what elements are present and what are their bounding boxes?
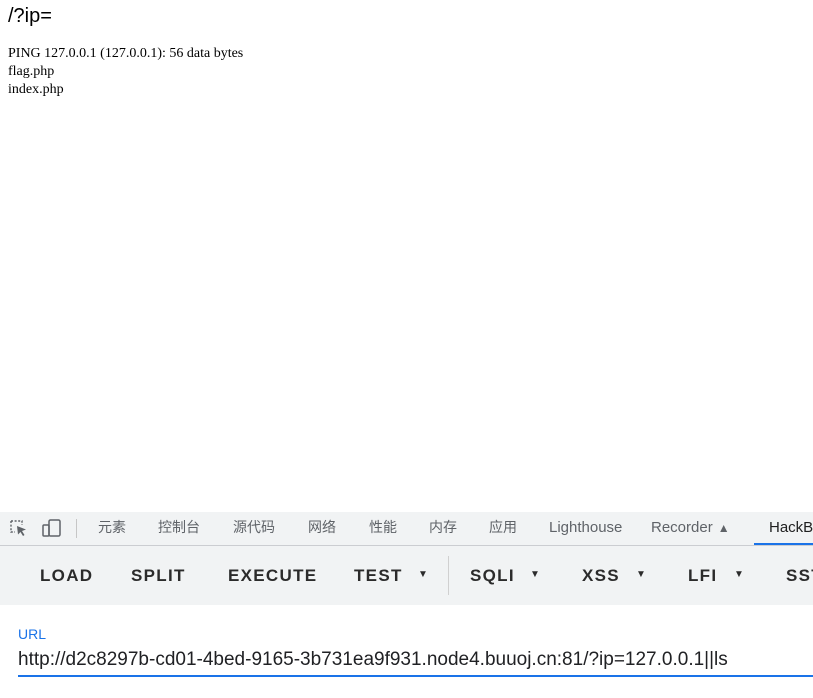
- hackbar-toolbar: LOAD SPLIT EXECUTE TEST ▼ SQLI ▼ XSS ▼ L…: [0, 546, 813, 605]
- ping-output: PING 127.0.0.1 (127.0.0.1): 56 data byte…: [8, 45, 243, 99]
- toolbar-divider: [448, 556, 449, 595]
- toolbar-divider: [76, 519, 77, 538]
- tab-recorder-label: Recorder: [651, 519, 713, 536]
- execute-button[interactable]: EXECUTE: [228, 566, 318, 585]
- url-area: URL: [0, 605, 813, 698]
- tab-network[interactable]: 网络: [308, 520, 336, 536]
- tab-recorder[interactable]: Recorder ▲: [651, 512, 730, 545]
- devtools-tab-bar: 元素 控制台 源代码 网络 性能 内存 应用 Lighthouse Record…: [0, 512, 813, 546]
- load-button[interactable]: LOAD: [40, 566, 94, 585]
- tab-sources[interactable]: 源代码: [233, 520, 275, 536]
- test-button[interactable]: TEST: [354, 566, 403, 585]
- tab-performance[interactable]: 性能: [369, 520, 397, 536]
- test-dropdown-caret-icon[interactable]: ▼: [418, 569, 428, 580]
- url-label: URL: [18, 626, 47, 642]
- xss-dropdown-caret-icon[interactable]: ▼: [636, 569, 646, 580]
- tab-application[interactable]: 应用: [489, 520, 517, 536]
- inspect-element-icon[interactable]: [9, 519, 29, 537]
- ssti-button[interactable]: SSTI: [786, 566, 813, 585]
- tab-lighthouse[interactable]: Lighthouse: [549, 519, 623, 536]
- lfi-button[interactable]: LFI: [688, 566, 718, 585]
- output-line: PING 127.0.0.1 (127.0.0.1): 56 data byte…: [8, 46, 244, 61]
- sqli-button[interactable]: SQLI: [470, 566, 515, 585]
- tab-console[interactable]: 控制台: [158, 520, 200, 536]
- output-line: index.php: [8, 82, 64, 97]
- tab-hackbar[interactable]: HackBar: [754, 512, 813, 545]
- page-content: /?ip= PING 127.0.0.1 (127.0.0.1): 56 dat…: [8, 5, 243, 99]
- page-title: /?ip=: [8, 5, 52, 27]
- lfi-dropdown-caret-icon[interactable]: ▼: [734, 569, 744, 580]
- device-toolbar-icon[interactable]: [42, 519, 62, 537]
- url-input[interactable]: [18, 645, 813, 677]
- sqli-dropdown-caret-icon[interactable]: ▼: [530, 569, 540, 580]
- output-line: flag.php: [8, 64, 55, 79]
- split-button[interactable]: SPLIT: [131, 566, 186, 585]
- flask-icon: ▲: [717, 521, 730, 535]
- tab-memory[interactable]: 内存: [429, 520, 457, 536]
- xss-button[interactable]: XSS: [582, 566, 620, 585]
- tab-elements[interactable]: 元素: [98, 520, 126, 536]
- devtools-panel: 元素 控制台 源代码 网络 性能 内存 应用 Lighthouse Record…: [0, 512, 813, 698]
